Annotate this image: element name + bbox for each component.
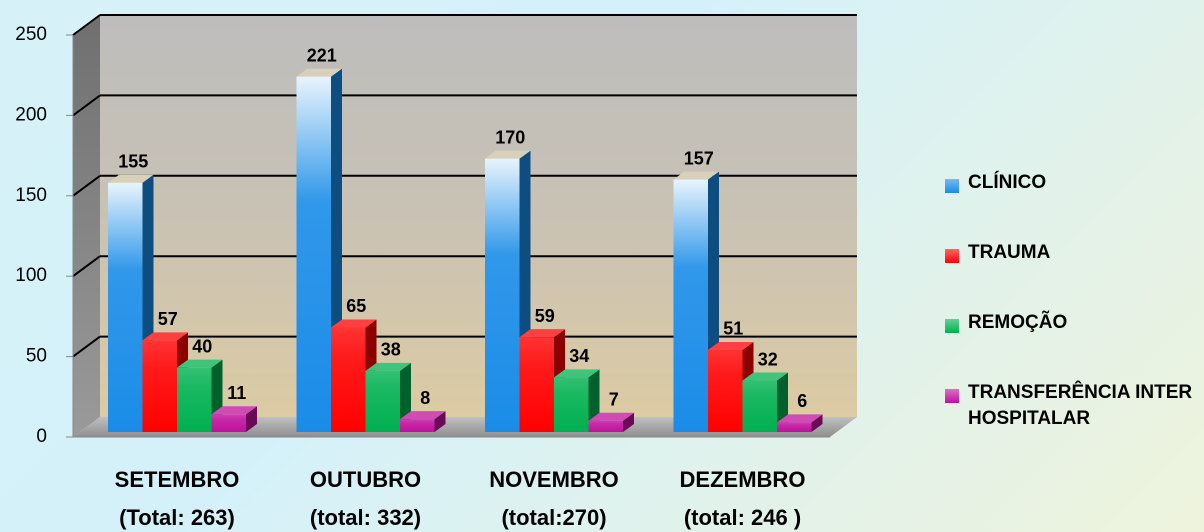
- bar-top: [211, 406, 257, 415]
- legend-label: TRANSFERÊNCIA INTER HOSPITALAR: [968, 382, 1193, 429]
- grid-line-side: [72, 255, 101, 278]
- value-label: 11: [227, 383, 246, 403]
- x-tick-label: (total: 246 ): [684, 505, 801, 530]
- bar: [708, 349, 743, 432]
- bar: [365, 370, 400, 432]
- value-label: 155: [118, 152, 148, 172]
- bar-side: [246, 406, 257, 432]
- value-label: 34: [569, 346, 589, 366]
- value-label: 8: [420, 388, 430, 408]
- value-label: 6: [797, 391, 807, 411]
- y-tick-label: 0: [36, 426, 47, 447]
- legend-label: REMOÇÃO: [968, 312, 1068, 333]
- bar-side: [623, 412, 634, 432]
- bar: [519, 337, 554, 432]
- value-label: 57: [158, 309, 178, 329]
- bar-top: [554, 369, 600, 378]
- y-tick-label: 100: [15, 265, 47, 286]
- y-tick-label: 250: [15, 24, 47, 45]
- value-label: 38: [381, 340, 401, 360]
- value-label: 170: [495, 127, 525, 147]
- bar: [485, 158, 520, 432]
- grid-line-side: [72, 335, 101, 358]
- value-label: 51: [723, 319, 743, 339]
- value-label: 65: [346, 296, 366, 316]
- value-label: 59: [535, 306, 555, 326]
- bar-top: [365, 362, 411, 371]
- bar-top: [673, 171, 719, 180]
- bar-top: [400, 411, 446, 420]
- bar: [211, 414, 246, 432]
- legend-swatch: [945, 249, 959, 263]
- y-tick-label: 50: [26, 346, 47, 367]
- bar-top: [742, 372, 788, 381]
- bar-top: [588, 412, 634, 421]
- legend-swatch: [945, 319, 959, 333]
- bar-side: [811, 414, 823, 432]
- bar-top: [177, 359, 223, 368]
- bar-top: [331, 319, 377, 328]
- bar-top: [485, 150, 531, 159]
- value-label: 221: [307, 45, 337, 65]
- x-tick-label: DEZEMBRO: [680, 467, 806, 492]
- bar: [588, 420, 623, 432]
- x-tick-label: SETEMBRO: [115, 467, 240, 492]
- bar-top: [296, 68, 342, 77]
- bar: [554, 377, 589, 432]
- side-wall: [73, 14, 100, 437]
- floor: [73, 417, 857, 437]
- bar: [777, 422, 812, 432]
- bar: [742, 380, 777, 432]
- legend-swatch: [945, 389, 959, 403]
- legend-swatch: [945, 179, 959, 193]
- x-tick-label: (total: 332): [310, 505, 421, 530]
- grid-line-side: [72, 174, 101, 197]
- bar: [673, 179, 708, 432]
- y-tick-label: 150: [15, 185, 47, 206]
- bar: [400, 419, 435, 432]
- y-tick-label: 200: [15, 104, 47, 125]
- bar-top: [142, 332, 188, 341]
- back-wall: [100, 14, 857, 417]
- value-label: 7: [609, 389, 619, 409]
- bar-top: [708, 341, 754, 350]
- x-tick-label: (total:270): [501, 505, 606, 530]
- bar-top: [777, 414, 823, 423]
- bar: [296, 76, 331, 432]
- bar: [177, 367, 212, 432]
- legend-label: CLÍNICO: [968, 172, 1047, 193]
- bar-top: [519, 329, 565, 338]
- value-label: 40: [192, 336, 212, 356]
- bar-top: [108, 174, 154, 183]
- bar: [108, 182, 143, 432]
- legend-label: TRAUMA: [968, 242, 1051, 263]
- x-tick-label: NOVEMBRO: [489, 467, 619, 492]
- grid-line-side: [72, 14, 101, 36]
- grid-line-side: [72, 94, 101, 117]
- bar: [142, 340, 177, 432]
- bar: [331, 327, 366, 432]
- value-label: 157: [684, 148, 714, 168]
- bar-side: [434, 411, 446, 432]
- value-label: 32: [758, 349, 778, 369]
- x-tick-label: (Total: 263): [119, 505, 235, 530]
- x-tick-label: OUTUBRO: [310, 467, 421, 492]
